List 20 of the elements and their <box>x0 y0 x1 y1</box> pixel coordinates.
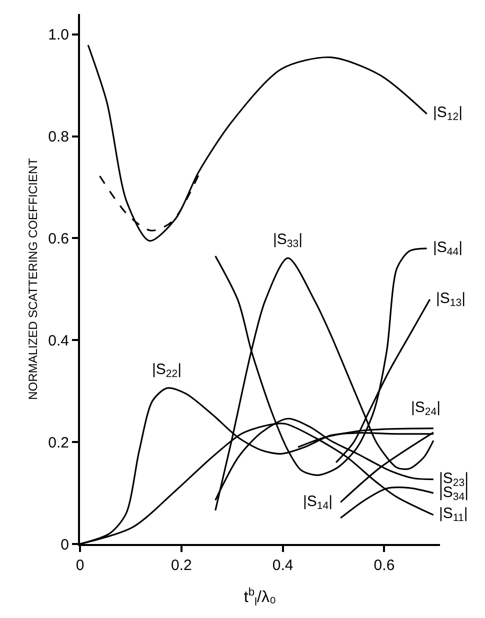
series-label: |S$_{44}$| <box>433 239 462 258</box>
series-label: |S$_{24}$| <box>411 399 440 418</box>
series-label: |S$_{12}$| <box>433 104 462 124</box>
series-label: |S$_{13}$| <box>436 290 466 310</box>
y-axis-title: NORMALIZED SCATTERING COEFFICIENT <box>26 157 40 400</box>
x-tick-label: 0.4 <box>272 557 294 574</box>
x-tick-label: 0.2 <box>170 557 192 574</box>
y-tick-label: 0.6 <box>48 230 69 248</box>
series-label: |S$_{22}$| <box>152 361 182 380</box>
y-tick-label: 0.4 <box>48 332 69 350</box>
x-tick-label: 0.6 <box>374 557 395 574</box>
y-tick-label: 1.0 <box>48 26 69 44</box>
x-axis-title: t$^{b}$$_{l}$/λ₀ <box>244 586 276 609</box>
y-tick-label: 0.2 <box>48 434 69 452</box>
y-tick-label: 0 <box>60 536 69 554</box>
series-label: |S$_{33}$| <box>273 231 302 250</box>
series-label: |S$_{14}$| <box>303 493 332 512</box>
series-label: |S$_{11}$| <box>439 505 468 524</box>
x-tick-label: 0 <box>76 557 84 574</box>
y-tick-label: 0.8 <box>48 128 69 146</box>
